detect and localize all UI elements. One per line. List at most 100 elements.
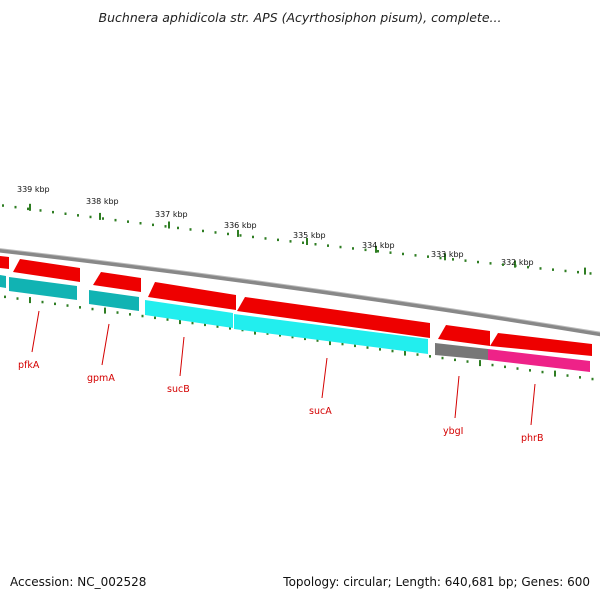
gene-label-lines — [31, 310, 536, 426]
inner-minor-tick — [579, 376, 581, 379]
inner-minor-tick — [216, 325, 219, 328]
gene-arrow-forward-5[interactable] — [237, 297, 430, 338]
leader-line-phrB — [530, 383, 536, 426]
inner-minor-tick — [341, 342, 344, 346]
genome-backbone-highlight — [0, 248, 600, 333]
kbp-tick-label: 337 kbp — [155, 210, 188, 219]
minor-tick — [139, 222, 142, 225]
inner-minor-tick — [541, 370, 544, 374]
reverse-strand-genes — [0, 275, 590, 372]
minor-tick — [177, 226, 179, 230]
gene-arrow-forward-7[interactable] — [490, 333, 592, 356]
inner-minor-tick — [354, 344, 356, 348]
inner-major-tick — [179, 318, 181, 325]
forward-strand-genes — [0, 256, 592, 356]
inner-minor-tick — [466, 360, 469, 363]
inner-minor-tick — [54, 302, 56, 306]
inner-minor-tick — [316, 339, 319, 342]
kbp-tick-label: 335 kbp — [293, 231, 326, 240]
kbp-tick-label: 336 kbp — [224, 221, 257, 230]
inner-minor-tick — [566, 374, 569, 377]
inner-minor-tick — [141, 314, 144, 318]
inner-minor-tick — [429, 355, 431, 358]
gene-block-ybgI[interactable] — [435, 343, 488, 360]
minor-tick — [414, 254, 417, 257]
gene-block-gpmA[interactable] — [89, 290, 139, 311]
minor-tick — [502, 263, 504, 266]
major-tick — [584, 267, 586, 275]
minor-tick — [389, 251, 392, 254]
minor-tick — [77, 214, 79, 217]
inner-major-tick — [29, 297, 31, 304]
inner-minor-tick — [366, 346, 369, 349]
leader-line-sucB — [179, 336, 185, 377]
minor-tick — [227, 232, 229, 236]
minor-tick — [427, 255, 429, 258]
gene-arrow-forward-3[interactable] — [93, 272, 141, 292]
gene-block-reverse-1[interactable] — [0, 275, 6, 288]
minor-tick — [2, 204, 4, 207]
kbp-tick-label: 338 kbp — [86, 197, 119, 206]
major-tick — [306, 238, 308, 245]
gene-label-sucA[interactable]: sucA — [309, 406, 332, 417]
gene-block-phrB[interactable] — [488, 349, 590, 372]
gene-label-pfkA[interactable]: pfkA — [18, 360, 40, 371]
minor-tick — [127, 220, 129, 223]
leader-line-pfkA — [31, 310, 40, 353]
gene-block-pfkA[interactable] — [9, 277, 77, 300]
inner-minor-tick — [91, 307, 94, 311]
gene-arrow-forward-4[interactable] — [148, 282, 236, 310]
inner-minor-tick — [266, 332, 269, 335]
minor-tick — [202, 229, 204, 233]
minor-tick — [352, 247, 354, 250]
gene-arrow-forward-6[interactable] — [438, 325, 490, 346]
minor-tick — [152, 223, 154, 227]
gene-arrow-forward-1[interactable] — [0, 256, 9, 269]
inner-minor-tick — [516, 367, 519, 370]
inner-minor-tick — [166, 318, 169, 321]
minor-tick — [302, 241, 304, 244]
inner-minor-tick — [279, 334, 281, 337]
inner-minor-tick — [379, 348, 381, 351]
gene-block-sucB[interactable] — [145, 300, 233, 328]
minor-tick — [164, 225, 167, 228]
inner-minor-tick — [454, 358, 456, 362]
gene-block-sucA[interactable] — [234, 314, 428, 354]
inner-minor-tick — [16, 297, 19, 300]
kbp-tick-label: 332 kbp — [501, 258, 534, 267]
gene-label-phrB[interactable]: phrB — [521, 433, 543, 444]
accession-label: Accession: NC_002528 — [10, 575, 147, 589]
leader-line-gpmA — [101, 323, 110, 366]
inner-minor-tick — [441, 356, 444, 360]
inner-minor-tick — [154, 316, 156, 320]
minor-tick — [14, 205, 17, 209]
minor-tick — [489, 262, 492, 265]
inner-minor-tick — [204, 323, 206, 327]
outer-minor-ticks — [2, 204, 592, 275]
minor-tick — [89, 215, 92, 219]
gene-arrow-forward-2[interactable] — [13, 259, 80, 282]
inner-minor-tick — [191, 321, 194, 325]
inner-minor-tick — [66, 304, 69, 307]
major-tick — [99, 212, 101, 220]
minor-tick — [314, 243, 317, 246]
major-tick — [375, 245, 377, 253]
gene-label-gpmA[interactable]: gpmA — [87, 373, 115, 384]
inner-minor-tick — [529, 369, 531, 372]
minor-tick — [289, 240, 292, 243]
major-tick — [29, 203, 31, 211]
minor-tick — [589, 272, 592, 275]
kbp-tick-label: 339 kbp — [17, 185, 50, 194]
minor-tick — [402, 252, 404, 256]
minor-tick — [464, 259, 467, 262]
major-tick — [514, 260, 516, 268]
minor-tick — [52, 210, 54, 214]
inner-major-tick — [404, 349, 406, 356]
leader-line-sucA — [321, 357, 328, 399]
minor-tick — [527, 265, 529, 269]
gene-label-sucB[interactable]: sucB — [167, 384, 190, 395]
inner-minor-tick — [416, 353, 419, 356]
inner-minor-tick — [304, 337, 306, 341]
gene-label-ybgI[interactable]: ybgI — [443, 426, 463, 437]
minor-tick — [452, 258, 454, 261]
